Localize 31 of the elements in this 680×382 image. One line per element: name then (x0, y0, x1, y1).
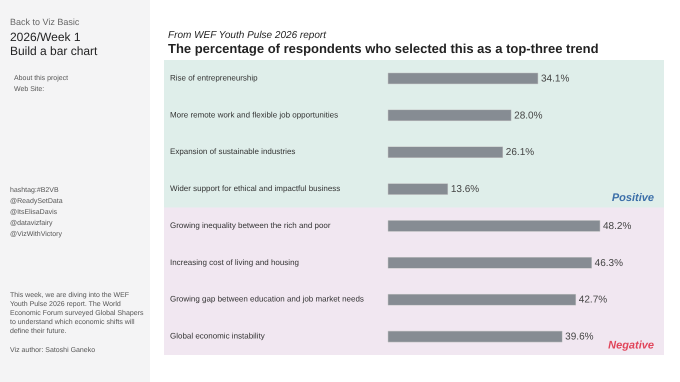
bar (388, 330, 562, 342)
band-label: Negative (608, 340, 654, 352)
y-tick-label: Rise of entrepreneurship (170, 73, 258, 82)
data-label: 39.6% (565, 332, 594, 343)
y-tick-label: Increasing cost of living and housing (170, 258, 299, 267)
bar (388, 183, 448, 195)
text: 2026/Week 1 (10, 30, 81, 44)
data-label: 34.1% (540, 73, 570, 84)
text: Back to Viz Basic (10, 17, 80, 27)
y-tick-label: Expansion of sustainable industries (170, 147, 296, 156)
data-label: 13.6% (450, 184, 480, 196)
chart-title: The percentage of respondents who selected this as a top-three trend (168, 41, 599, 56)
bar (388, 220, 600, 232)
bar (388, 146, 504, 158)
bar (388, 294, 576, 306)
y-tick-label: Wider support for ethical and impactful business (170, 184, 340, 194)
bar (388, 72, 538, 84)
data-label: 42.7% (578, 294, 608, 306)
bar (388, 257, 592, 269)
data-label: 26.1% (506, 147, 534, 158)
text: Build a bar chart (10, 44, 98, 58)
data-label: 46.3% (594, 258, 624, 269)
y-tick-label: Growing gap between education and job market needs (170, 294, 364, 304)
band-label: Positive (612, 192, 654, 204)
y-tick-label: Global economic instability (170, 332, 265, 341)
y-tick-label: Growing inequality between the rich and poor (170, 220, 331, 230)
bar (388, 110, 512, 122)
data-label: 48.2% (603, 220, 632, 232)
data-label: 28.0% (514, 110, 543, 122)
text: From WEF Youth Pulse 2026 report (168, 30, 328, 41)
y-tick-label: More remote work and flexible job opportunities (170, 110, 338, 120)
